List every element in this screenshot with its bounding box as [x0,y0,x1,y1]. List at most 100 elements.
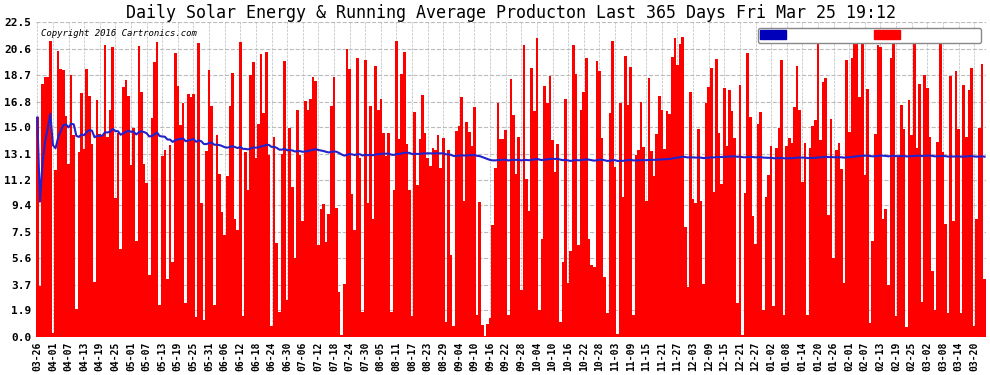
Bar [967,90,970,337]
Bar [658,96,660,337]
Bar [676,65,679,337]
Bar [960,313,962,337]
Bar [853,43,855,337]
Bar [692,199,694,337]
Bar [643,147,644,337]
Bar [424,133,427,337]
Bar [759,112,762,337]
Bar [106,137,109,337]
Bar [708,87,710,337]
Bar [845,60,847,337]
Bar [435,150,437,337]
Bar [590,265,593,337]
Bar [900,105,903,337]
Bar [762,310,764,337]
Bar [114,198,117,337]
Bar [47,77,50,337]
Bar [847,132,850,337]
Bar [93,282,96,337]
Bar [406,144,408,337]
Bar [663,150,665,337]
Bar [400,74,403,337]
Bar [275,243,278,337]
Bar [721,184,723,337]
Bar [644,201,647,337]
Bar [179,125,182,337]
Bar [743,194,746,337]
Bar [476,315,478,337]
Bar [531,68,533,337]
Bar [382,132,385,337]
Bar [155,42,158,337]
Bar [341,335,344,337]
Bar [775,148,778,337]
Bar [905,327,908,337]
Bar [502,139,505,337]
Bar [80,93,83,337]
Bar [911,135,913,337]
Bar [556,144,559,337]
Bar [109,110,112,337]
Bar [309,99,312,337]
Bar [489,318,491,337]
Bar [315,81,317,337]
Bar [452,326,455,337]
Bar [622,197,624,337]
Bar [247,190,249,337]
Bar [515,174,518,337]
Bar [983,279,986,337]
Bar [526,179,528,337]
Bar [838,143,841,337]
Bar [273,137,275,337]
Bar [138,46,141,337]
Bar [346,49,348,337]
Bar [588,238,590,337]
Bar [283,61,286,337]
Bar [234,219,237,337]
Bar [150,118,153,337]
Bar [841,169,842,337]
Bar [559,322,561,337]
Bar [884,209,887,337]
Bar [609,114,611,337]
Bar [291,187,294,337]
Bar [874,134,876,337]
Bar [232,73,234,337]
Bar [863,175,866,337]
Bar [330,106,333,337]
Bar [356,58,358,337]
Bar [325,242,328,337]
Bar [161,156,163,337]
Bar [184,303,187,337]
Bar [924,75,926,337]
Bar [371,219,374,337]
Bar [546,104,548,337]
Bar [70,75,72,337]
Bar [564,99,567,337]
Bar [77,152,80,337]
Bar [523,45,526,337]
Bar [973,326,975,337]
Bar [879,46,882,337]
Bar [218,174,221,337]
Text: Copyright 2016 Cartronics.com: Copyright 2016 Cartronics.com [41,28,197,38]
Bar [918,84,921,337]
Bar [478,202,481,337]
Bar [569,251,572,337]
Bar [187,94,189,337]
Bar [171,262,174,337]
Bar [72,135,75,337]
Bar [403,52,406,337]
Bar [957,129,960,337]
Bar [449,255,452,337]
Bar [548,76,551,337]
Bar [414,111,416,337]
Bar [892,42,895,337]
Bar [462,201,465,337]
Bar [814,120,817,337]
Bar [783,315,785,337]
Bar [536,38,539,337]
Bar [541,239,544,337]
Bar [307,110,309,337]
Bar [932,271,934,337]
